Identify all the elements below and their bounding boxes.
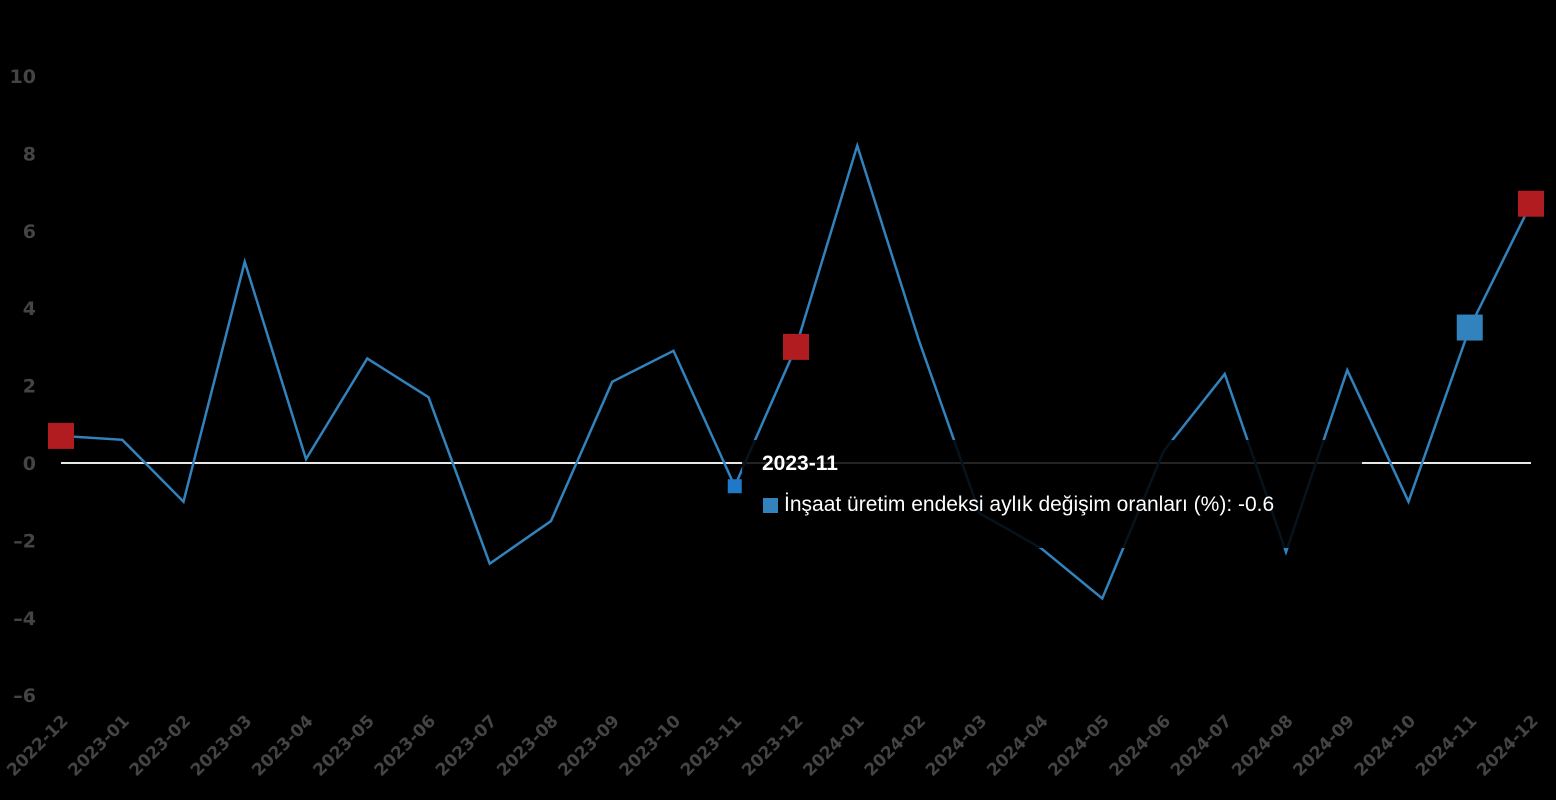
series-swatch-icon	[763, 497, 778, 513]
tooltip-value-text: İnşaat üretim endeksi aylık değişim oran…	[784, 493, 1275, 516]
highlight-markers	[48, 190, 1544, 449]
x-tick-label: 2023-01	[64, 711, 133, 780]
x-tick-label: 2024-05	[1044, 711, 1113, 780]
y-tick-label: –4	[13, 608, 36, 630]
x-tick-label: 2023-09	[554, 711, 623, 780]
tooltip: 2023-11 İnşaat üretim endeksi aylık deği…	[742, 440, 1362, 548]
y-tick-label: 6	[23, 221, 36, 243]
x-tick-label: 2023-10	[616, 711, 685, 780]
x-tick-label: 2024-03	[922, 711, 991, 780]
x-tick-label: 2023-04	[248, 711, 317, 780]
x-tick-label: 2022-12	[3, 711, 72, 780]
y-tick-label: 8	[23, 143, 36, 165]
y-tick-label: 4	[23, 298, 36, 320]
x-tick-label: 2023-06	[371, 711, 440, 780]
highlight-marker-2024-12[interactable]	[1518, 190, 1544, 217]
x-tick-label: 2023-07	[432, 711, 501, 780]
x-tick-label: 2024-04	[983, 711, 1052, 780]
x-tick-label: 2024-07	[1167, 711, 1236, 780]
x-axis: 2022-122023-012023-022023-032023-042023-…	[3, 711, 1542, 780]
x-tick-label: 2024-12	[1473, 711, 1542, 780]
x-tick-label: 2024-10	[1351, 711, 1420, 780]
x-tick-label: 2024-02	[861, 711, 930, 780]
x-tick-label: 2023-11	[677, 711, 746, 780]
x-tick-label: 2023-12	[738, 711, 807, 780]
highlight-marker-2024-11[interactable]	[1456, 314, 1483, 341]
x-tick-label: 2023-03	[187, 711, 256, 780]
x-tick-label: 2024-09	[1289, 711, 1358, 780]
y-tick-label: –2	[13, 530, 36, 552]
x-tick-label: 2023-05	[309, 711, 378, 780]
tooltip-row: İnşaat üretim endeksi aylık değişim oran…	[763, 493, 1274, 517]
hover-marker[interactable]	[727, 479, 742, 494]
x-tick-label: 2024-08	[1228, 711, 1297, 780]
x-tick-label: 2024-06	[1106, 711, 1175, 780]
x-tick-label: 2024-11	[1412, 711, 1481, 780]
tooltip-title: 2023-11	[762, 452, 838, 475]
y-tick-label: –6	[13, 685, 36, 707]
highlight-marker-2023-12[interactable]	[783, 333, 809, 360]
y-tick-label: 0	[23, 453, 36, 475]
y-tick-label: 10	[10, 66, 36, 88]
x-tick-label: 2023-08	[493, 711, 562, 780]
x-tick-label: 2023-02	[126, 711, 195, 780]
highlight-marker-2022-12[interactable]	[48, 422, 74, 449]
y-axis: 10 8 6 4 2 0 –2 –4 –6	[10, 66, 36, 707]
x-tick-label: 2024-01	[799, 711, 868, 780]
y-tick-label: 2	[23, 376, 36, 398]
